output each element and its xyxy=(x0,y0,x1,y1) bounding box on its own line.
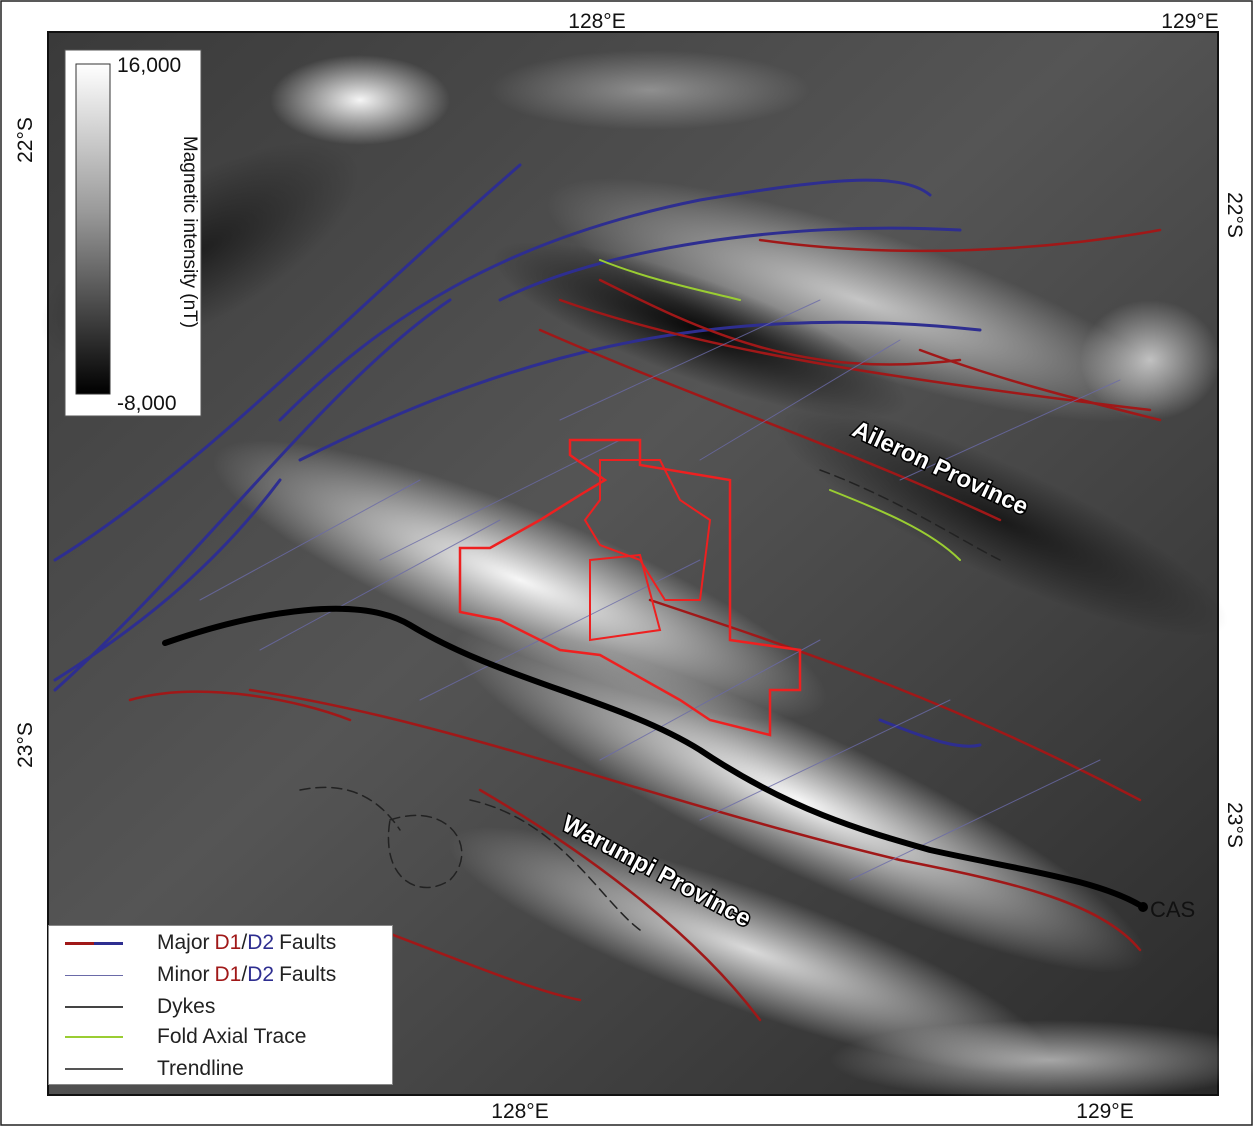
top-label: 129°E xyxy=(1161,10,1218,33)
legend-item: Fold Axial Trace xyxy=(49,1022,306,1052)
legend-text: Major xyxy=(157,931,210,955)
legend-text: D1 xyxy=(215,963,242,987)
legend-text: Trendline xyxy=(157,1057,244,1081)
right-label: 23°S xyxy=(1223,802,1246,848)
left-label: 23°S xyxy=(14,722,37,768)
right-label: 22°S xyxy=(1223,192,1246,238)
top-label: 128°E xyxy=(568,10,625,33)
legend-text: Minor xyxy=(157,963,210,987)
legend-text: Fold Axial Trace xyxy=(157,1025,306,1049)
bottom-label: 128°E xyxy=(491,1100,548,1123)
bottom-label: 129°E xyxy=(1076,1100,1133,1123)
page: 16,000 -8,000 Magnetic intensity (nT) 12… xyxy=(0,0,1253,1126)
left-label: 22°S xyxy=(14,117,37,163)
legend-text: D1 xyxy=(215,931,242,955)
colorbar: 16,000 -8,000 Magnetic intensity (nT) xyxy=(65,50,201,416)
legend-item: Dykes xyxy=(49,992,215,1022)
legend-text: D2 xyxy=(247,931,274,955)
legend-text: D2 xyxy=(247,963,274,987)
legend-text: Faults xyxy=(279,931,336,955)
colorbar-min: -8,000 xyxy=(117,392,177,415)
colorbar-max: 16,000 xyxy=(117,54,181,77)
legend-text: Faults xyxy=(279,963,336,987)
legend-text: Dykes xyxy=(157,995,215,1019)
legend-item: Trendline xyxy=(49,1054,244,1084)
cas-label: CAS xyxy=(1150,897,1195,922)
colorbar-title: Magnetic intensity (nT) xyxy=(179,136,200,328)
